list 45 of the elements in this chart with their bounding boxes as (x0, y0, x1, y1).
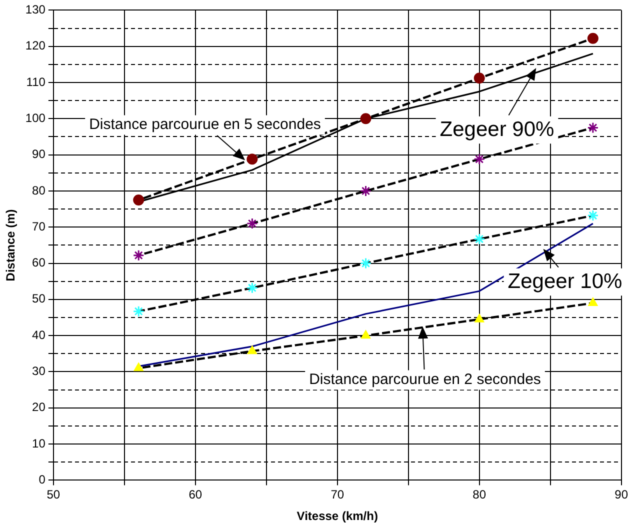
x-tick-label: 50 (46, 488, 60, 502)
point (360, 185, 372, 197)
point (134, 362, 144, 372)
y-axis-title: Distance (m) (4, 209, 18, 282)
point (360, 258, 372, 270)
annotation: Distance parcourue en 5 secondes (89, 116, 321, 134)
y-tick-label: 60 (32, 256, 46, 270)
point (247, 346, 258, 354)
x-tick-label: 80 (472, 488, 486, 502)
y-tick-label: 120 (25, 38, 46, 53)
point (246, 282, 258, 294)
x-tick-label: 90 (614, 488, 628, 502)
point (474, 153, 486, 165)
point (132, 250, 144, 262)
x-tick-label: 60 (188, 488, 202, 502)
point (132, 306, 144, 318)
x-axis-title: Vitesse (km/h) (296, 509, 378, 524)
point (474, 314, 484, 322)
y-tick-label: 70 (32, 219, 46, 234)
point (133, 194, 144, 206)
annotation: Zegeer 10% (508, 270, 622, 293)
y-tick-label: 100 (25, 110, 46, 125)
point (360, 113, 372, 124)
y-tick-label: 50 (32, 292, 46, 306)
point (474, 233, 486, 245)
point (587, 122, 599, 134)
y-tick-label: 30 (32, 364, 46, 378)
point (246, 154, 258, 165)
y-tick-label: 130 (25, 2, 46, 17)
point (588, 298, 598, 306)
annotation: Zegeer 90% (440, 118, 554, 141)
y-tick-label: 110 (26, 74, 46, 89)
x-tick-label: 70 (330, 488, 344, 502)
point (587, 32, 598, 44)
y-tick-label: 80 (32, 183, 46, 198)
point (360, 330, 371, 339)
y-tick-label: 0 (38, 472, 46, 487)
y-tick-label: 10 (32, 436, 46, 450)
point (246, 218, 258, 230)
point (587, 210, 599, 222)
y-tick-label: 90 (32, 147, 46, 162)
y-tick-label: 20 (32, 400, 46, 414)
y-tick-label: 40 (32, 328, 46, 342)
point (474, 72, 485, 84)
annotation: Distance parcourue en 2 secondes (309, 371, 541, 388)
